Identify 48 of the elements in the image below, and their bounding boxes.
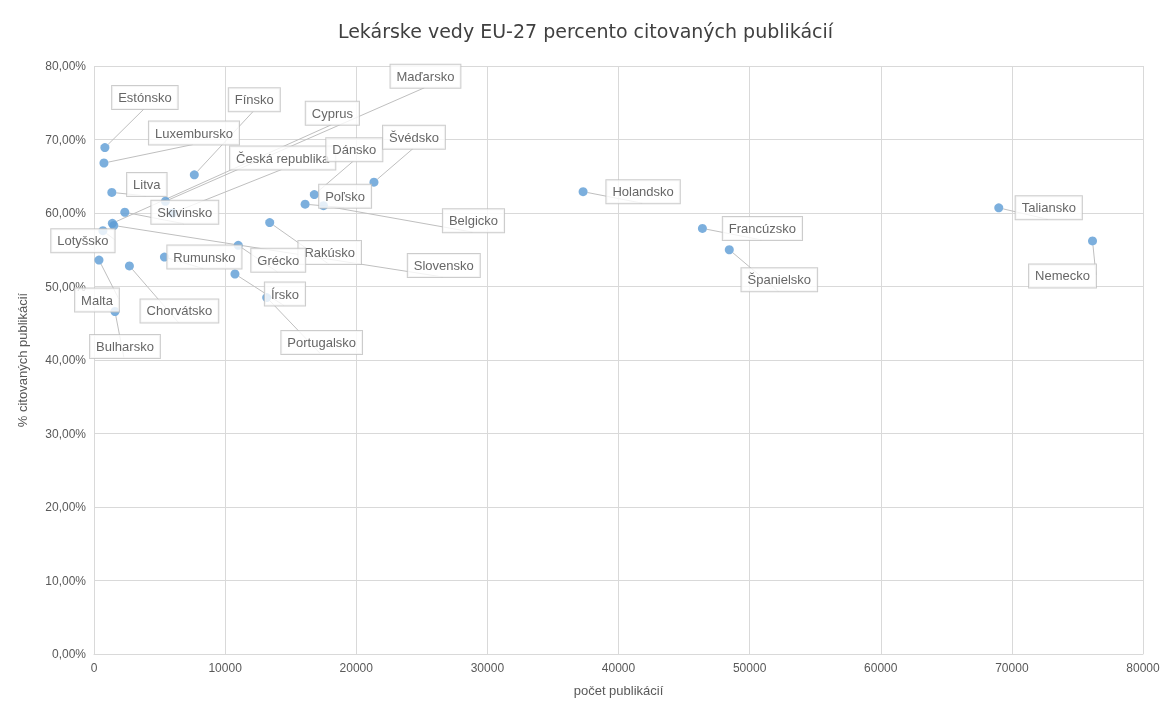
annotation: Rakúsko xyxy=(304,245,355,261)
annotation: Fínsko xyxy=(234,92,274,108)
annotation: Rumunsko xyxy=(173,249,236,265)
annotation: Česká republika xyxy=(236,150,331,166)
annotation: Maďarsko xyxy=(396,68,455,84)
annotation: Lotyšsko xyxy=(57,233,109,249)
x-tick-label: 40000 xyxy=(601,661,636,675)
y-tick-label: 20,00% xyxy=(45,500,87,514)
annotation: Švédsko xyxy=(389,129,439,145)
y-axis-title: % citovaných publikácií xyxy=(15,292,30,428)
chart-title: Lekárske vedy EU-27 percento citovaných publikácií xyxy=(337,19,834,42)
annotation: Nemecko xyxy=(1035,268,1090,284)
x-tick-label: 0 xyxy=(90,661,98,675)
annotation: Dánsko xyxy=(332,142,377,158)
annotation: Bulharsko xyxy=(96,338,154,354)
annotation: Cyprus xyxy=(311,105,354,121)
y-tick-label: 0,00% xyxy=(51,647,87,661)
annotation: Holandsko xyxy=(612,184,674,200)
annotation: Taliansko xyxy=(1021,200,1076,216)
y-tick-label: 10,00% xyxy=(45,573,87,588)
y-tick-label: 50,00% xyxy=(45,279,87,294)
annotation: Portugalsko xyxy=(287,335,357,351)
annotation: Španielsko xyxy=(747,272,812,288)
y-tick-label: 30,00% xyxy=(45,426,87,441)
x-tick-label: 70000 xyxy=(995,661,1029,675)
x-tick-label: 10000 xyxy=(208,661,243,675)
annotation: Chorvátsko xyxy=(146,303,213,319)
x-tick-label: 60000 xyxy=(864,661,898,675)
x-tick-label: 20000 xyxy=(339,661,374,675)
annotation: Grécko xyxy=(257,252,300,268)
y-tick-label: 60,00% xyxy=(45,206,87,220)
annotation: Luxembursko xyxy=(154,125,233,141)
annotation: Skivinsko xyxy=(157,204,213,220)
x-axis-title: počet publikácií xyxy=(573,683,664,698)
y-tick-label: 40,00% xyxy=(45,353,87,367)
annotation: Litva xyxy=(133,176,162,192)
x-tick-label: 80000 xyxy=(1126,661,1161,675)
annotation: Francúzsko xyxy=(728,220,797,236)
annotation: Slovensko xyxy=(413,257,474,273)
x-tick-label: 50000 xyxy=(732,661,767,675)
annotation: Malta xyxy=(81,292,114,308)
annotation: Belgicko xyxy=(448,213,499,229)
y-tick-label: 70,00% xyxy=(45,132,87,147)
annotation: Írsko xyxy=(270,286,300,302)
x-tick-label: 30000 xyxy=(470,661,505,675)
y-tick-label: 80,00% xyxy=(45,59,87,73)
annotation: Poľsko xyxy=(325,188,366,204)
annotation: Estónsko xyxy=(118,90,172,106)
